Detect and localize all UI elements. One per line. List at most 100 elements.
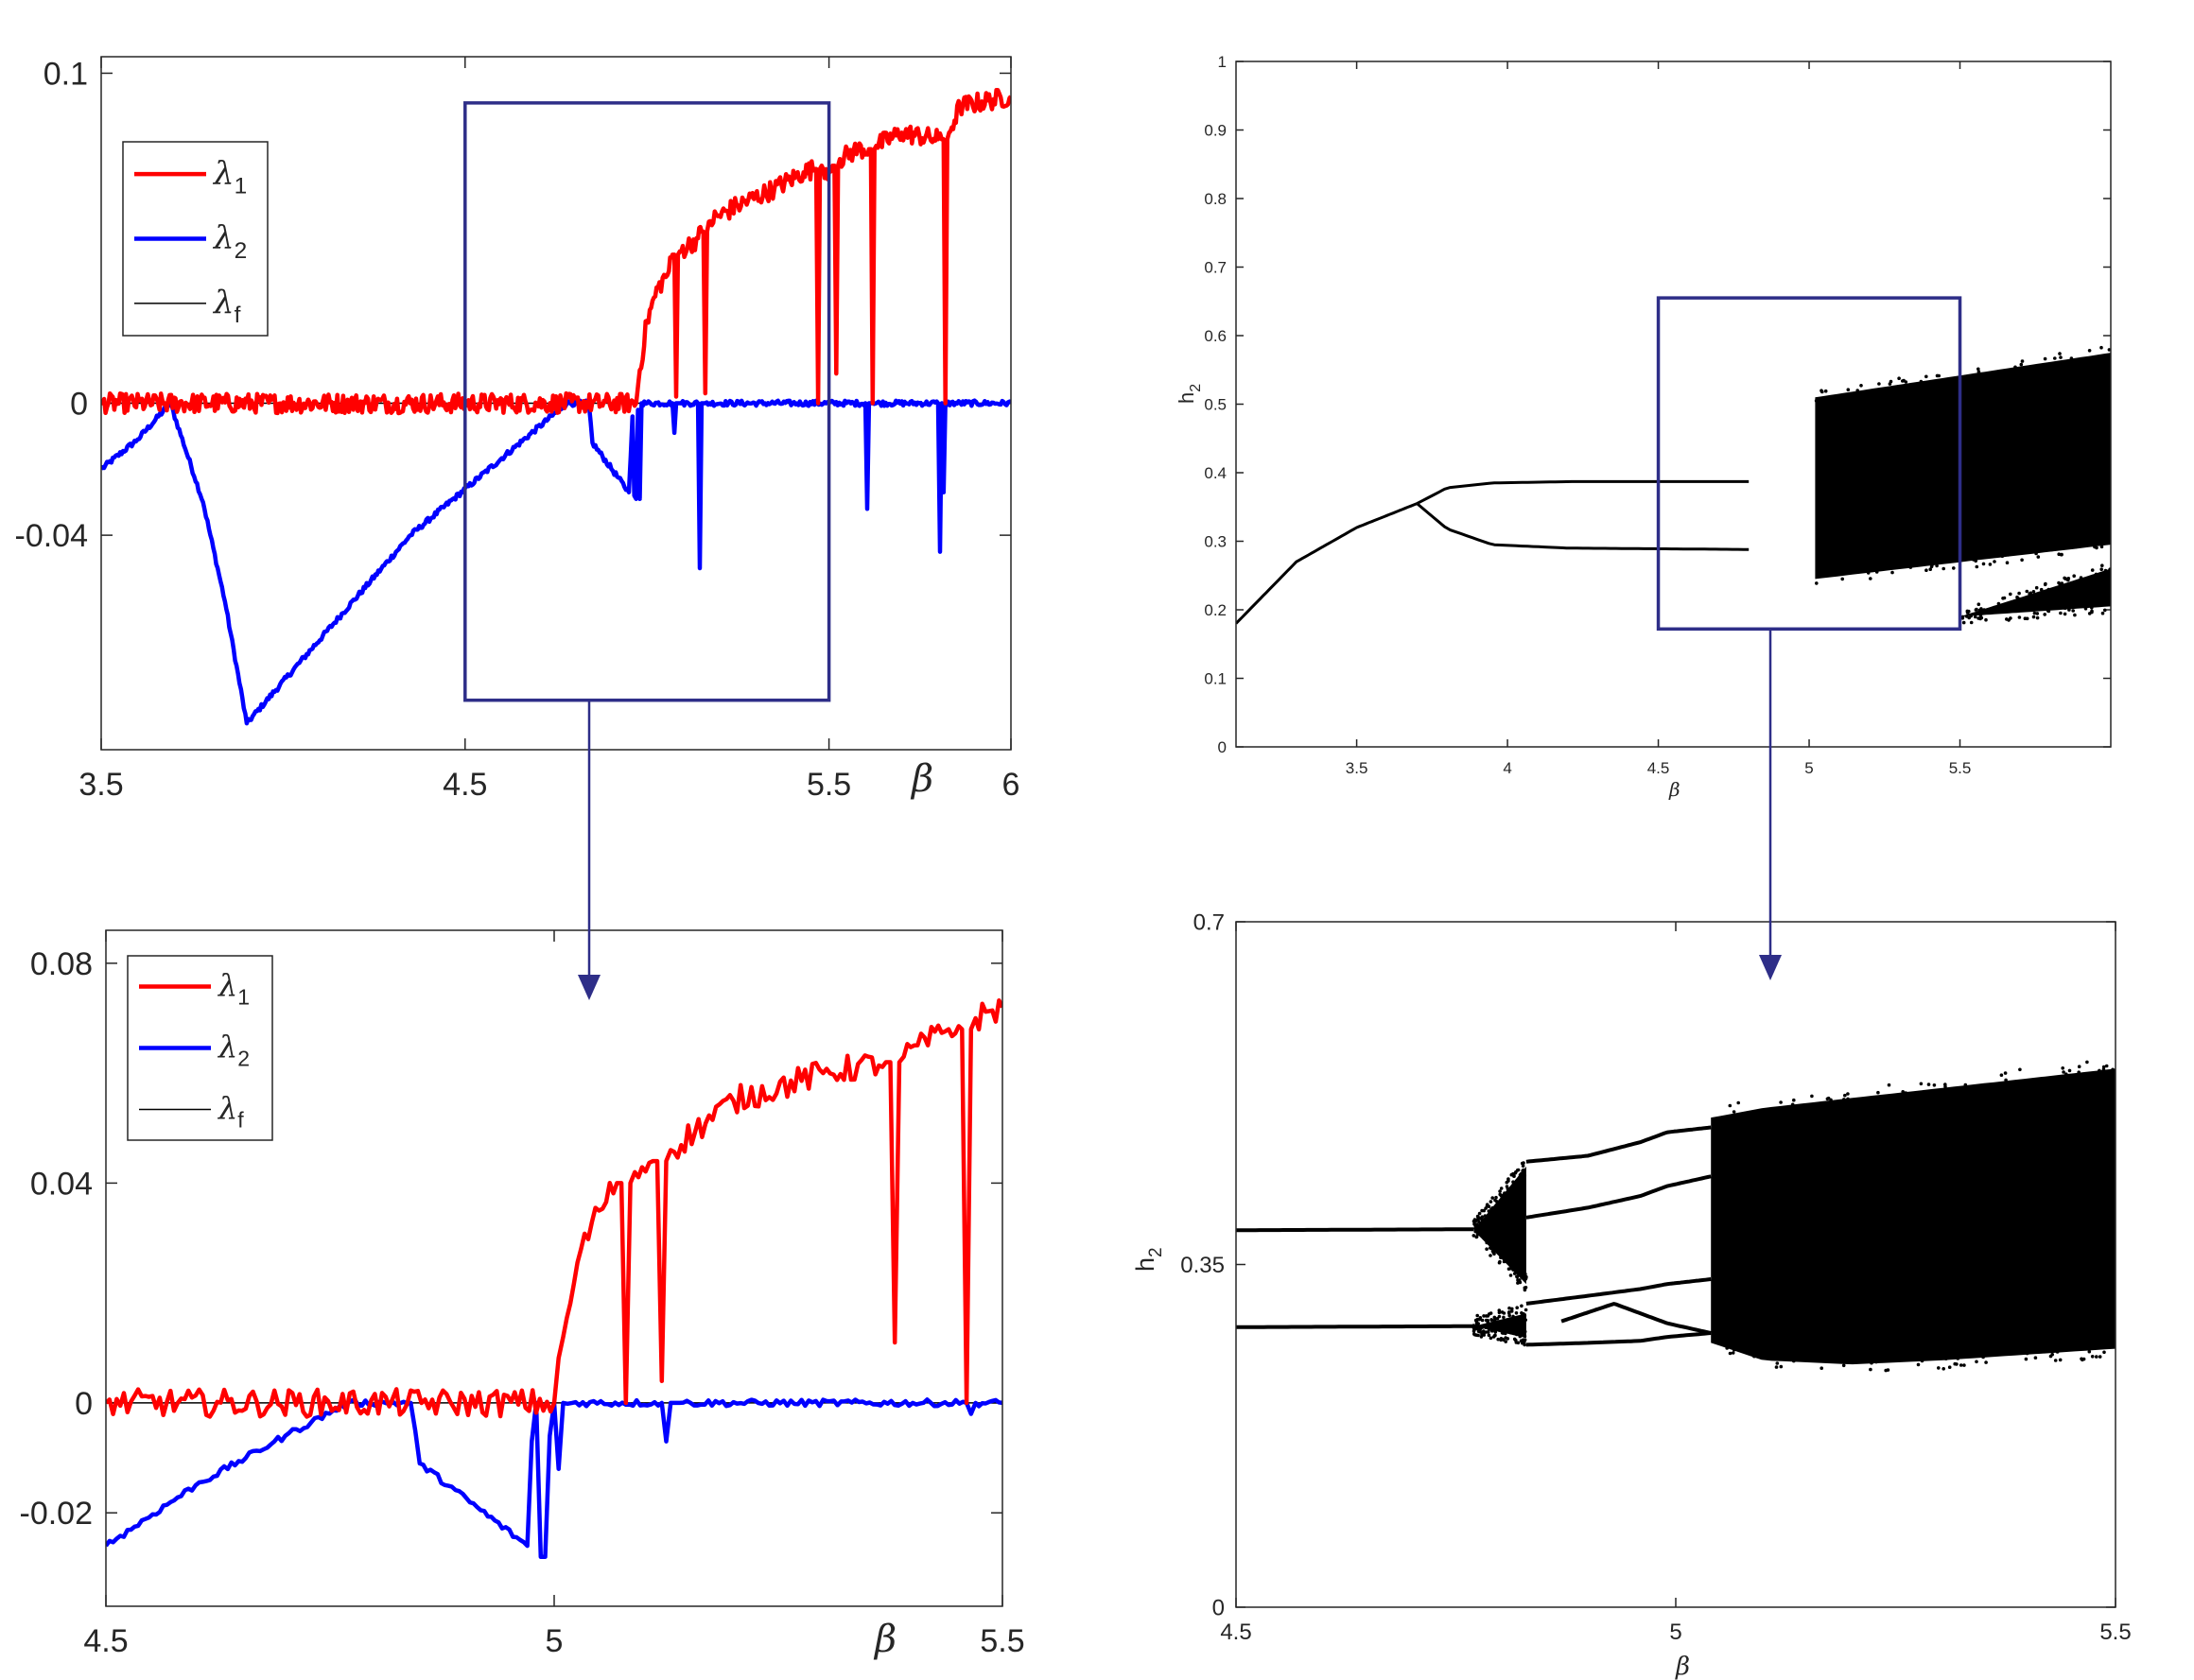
- orbit-point: [1476, 1328, 1481, 1332]
- legend-subscript: 1: [237, 985, 250, 1010]
- orbit-point: [2059, 611, 2063, 615]
- orbit-point: [1808, 1358, 1812, 1362]
- orbit-point: [1849, 395, 1853, 400]
- orbit-point: [1495, 1316, 1500, 1321]
- orbit-point: [1504, 1340, 1507, 1343]
- orbit-point: [1519, 1319, 1523, 1323]
- orbit-point: [2057, 545, 2062, 549]
- orbit-point: [2074, 602, 2078, 607]
- orbit-point: [1859, 384, 1863, 388]
- orbit-point: [1493, 1330, 1498, 1334]
- orbit-point: [2034, 1081, 2039, 1084]
- orbit-point: [1514, 1322, 1519, 1326]
- x-tick-label: 6: [1002, 767, 1020, 803]
- orbit-point: [2046, 587, 2050, 592]
- orbit-point: [1519, 1171, 1524, 1176]
- orbit-point: [1949, 559, 1954, 563]
- orbit-point: [1916, 1362, 1921, 1367]
- orbit-point: [2044, 1343, 2048, 1347]
- orbit-point: [2107, 348, 2111, 352]
- legend-label: λ2: [217, 1029, 250, 1071]
- orbit-point: [2000, 554, 2005, 559]
- bifurcation-branch: [1560, 1302, 1712, 1335]
- panel-lyapunov-zoom-tick-labels: 4.5 5 5.5 0.08 0.04 0 -0.02: [20, 946, 1025, 1659]
- orbit-point: [1502, 1259, 1506, 1264]
- orbit-point: [2101, 1067, 2106, 1072]
- orbit-point: [1924, 382, 1927, 386]
- orbit-point: [1810, 1094, 1814, 1099]
- orbit-point: [1930, 563, 1935, 566]
- orbit-point: [1869, 1367, 1872, 1372]
- orbit-point: [1933, 558, 1937, 563]
- y-tick-label: 0.1: [1204, 669, 1227, 687]
- orbit-point: [1498, 1189, 1502, 1193]
- orbit-point: [1490, 1329, 1494, 1333]
- orbit-point: [1506, 1254, 1509, 1257]
- orbit-point: [1955, 1362, 1959, 1366]
- bifurcation-branch: [1525, 1174, 1712, 1220]
- orbit-point: [1474, 1322, 1479, 1325]
- orbit-point: [1864, 390, 1869, 395]
- orbit-point: [2031, 590, 2036, 594]
- panel-bifurcation-zoom-data: [1236, 1060, 2116, 1373]
- orbit-point: [2062, 1070, 2065, 1074]
- orbit-point: [2104, 1338, 2108, 1342]
- orbit-point: [1942, 566, 1945, 571]
- orbit-point: [1520, 1161, 1524, 1166]
- orbit-point: [1868, 568, 1872, 572]
- orbit-point: [2011, 549, 2015, 554]
- orbit-point: [1762, 1116, 1767, 1119]
- orbit-point: [1984, 1360, 1988, 1364]
- orbit-point: [2097, 1071, 2100, 1076]
- orbit-point: [2049, 543, 2054, 547]
- orbit-point: [2053, 1359, 2058, 1362]
- orbit-point: [1514, 1169, 1518, 1174]
- y-tick-label: 0.1: [44, 56, 88, 92]
- orbit-point: [2029, 591, 2032, 596]
- legend-label: λ2: [212, 219, 247, 264]
- orbit-point: [2044, 1079, 2047, 1082]
- orbit-point: [1792, 1098, 1796, 1102]
- orbit-point: [1869, 577, 1872, 580]
- orbit-point: [2090, 606, 2094, 610]
- orbit-point: [1870, 1360, 1873, 1365]
- orbit-point: [1485, 1247, 1489, 1251]
- orbit-point: [1999, 1073, 2004, 1077]
- orbit-point: [1498, 1252, 1503, 1256]
- orbit-point: [1489, 1324, 1492, 1327]
- orbit-point: [1995, 370, 2000, 374]
- orbit-point: [2063, 606, 2067, 610]
- orbit-point: [1471, 1234, 1476, 1238]
- panel-lyapunov-zoom-series: [106, 997, 1002, 1559]
- orbit-point: [2075, 1073, 2080, 1077]
- orbit-point: [1730, 1117, 1733, 1121]
- orbit-point: [1919, 1082, 1924, 1086]
- orbit-point: [1779, 1364, 1784, 1369]
- x-tick-label: 4.5: [1220, 1619, 1251, 1645]
- orbit-point: [1846, 1097, 1850, 1101]
- orbit-point: [1983, 609, 1987, 613]
- orbit-point: [1795, 1110, 1799, 1115]
- y-tick-label: 0.3: [1204, 532, 1227, 550]
- orbit-point: [1506, 1318, 1510, 1322]
- orbit-point: [1506, 1177, 1510, 1181]
- orbit-point: [1948, 1355, 1953, 1359]
- bifurcation-branch: [1236, 1324, 1474, 1329]
- orbit-point: [1514, 1311, 1519, 1315]
- legend-subscript: 2: [235, 238, 248, 264]
- orbit-point: [1840, 577, 1844, 581]
- orbit-point: [1497, 1310, 1502, 1315]
- orbit-point: [1818, 401, 1822, 406]
- orbit-point: [2039, 587, 2044, 592]
- orbit-point: [1499, 1186, 1504, 1190]
- orbit-point: [1486, 1320, 1490, 1325]
- orbit-point: [1887, 1354, 1890, 1358]
- x-tick-label: 4: [1503, 759, 1511, 777]
- orbit-point: [1928, 567, 1932, 571]
- orbit-point: [1489, 1246, 1492, 1250]
- orbit-point: [2006, 553, 2011, 557]
- panel-lyapunov-full-xlabel: β: [910, 757, 933, 801]
- y-tick-label: -0.04: [15, 518, 89, 554]
- orbit-point: [1473, 1226, 1477, 1231]
